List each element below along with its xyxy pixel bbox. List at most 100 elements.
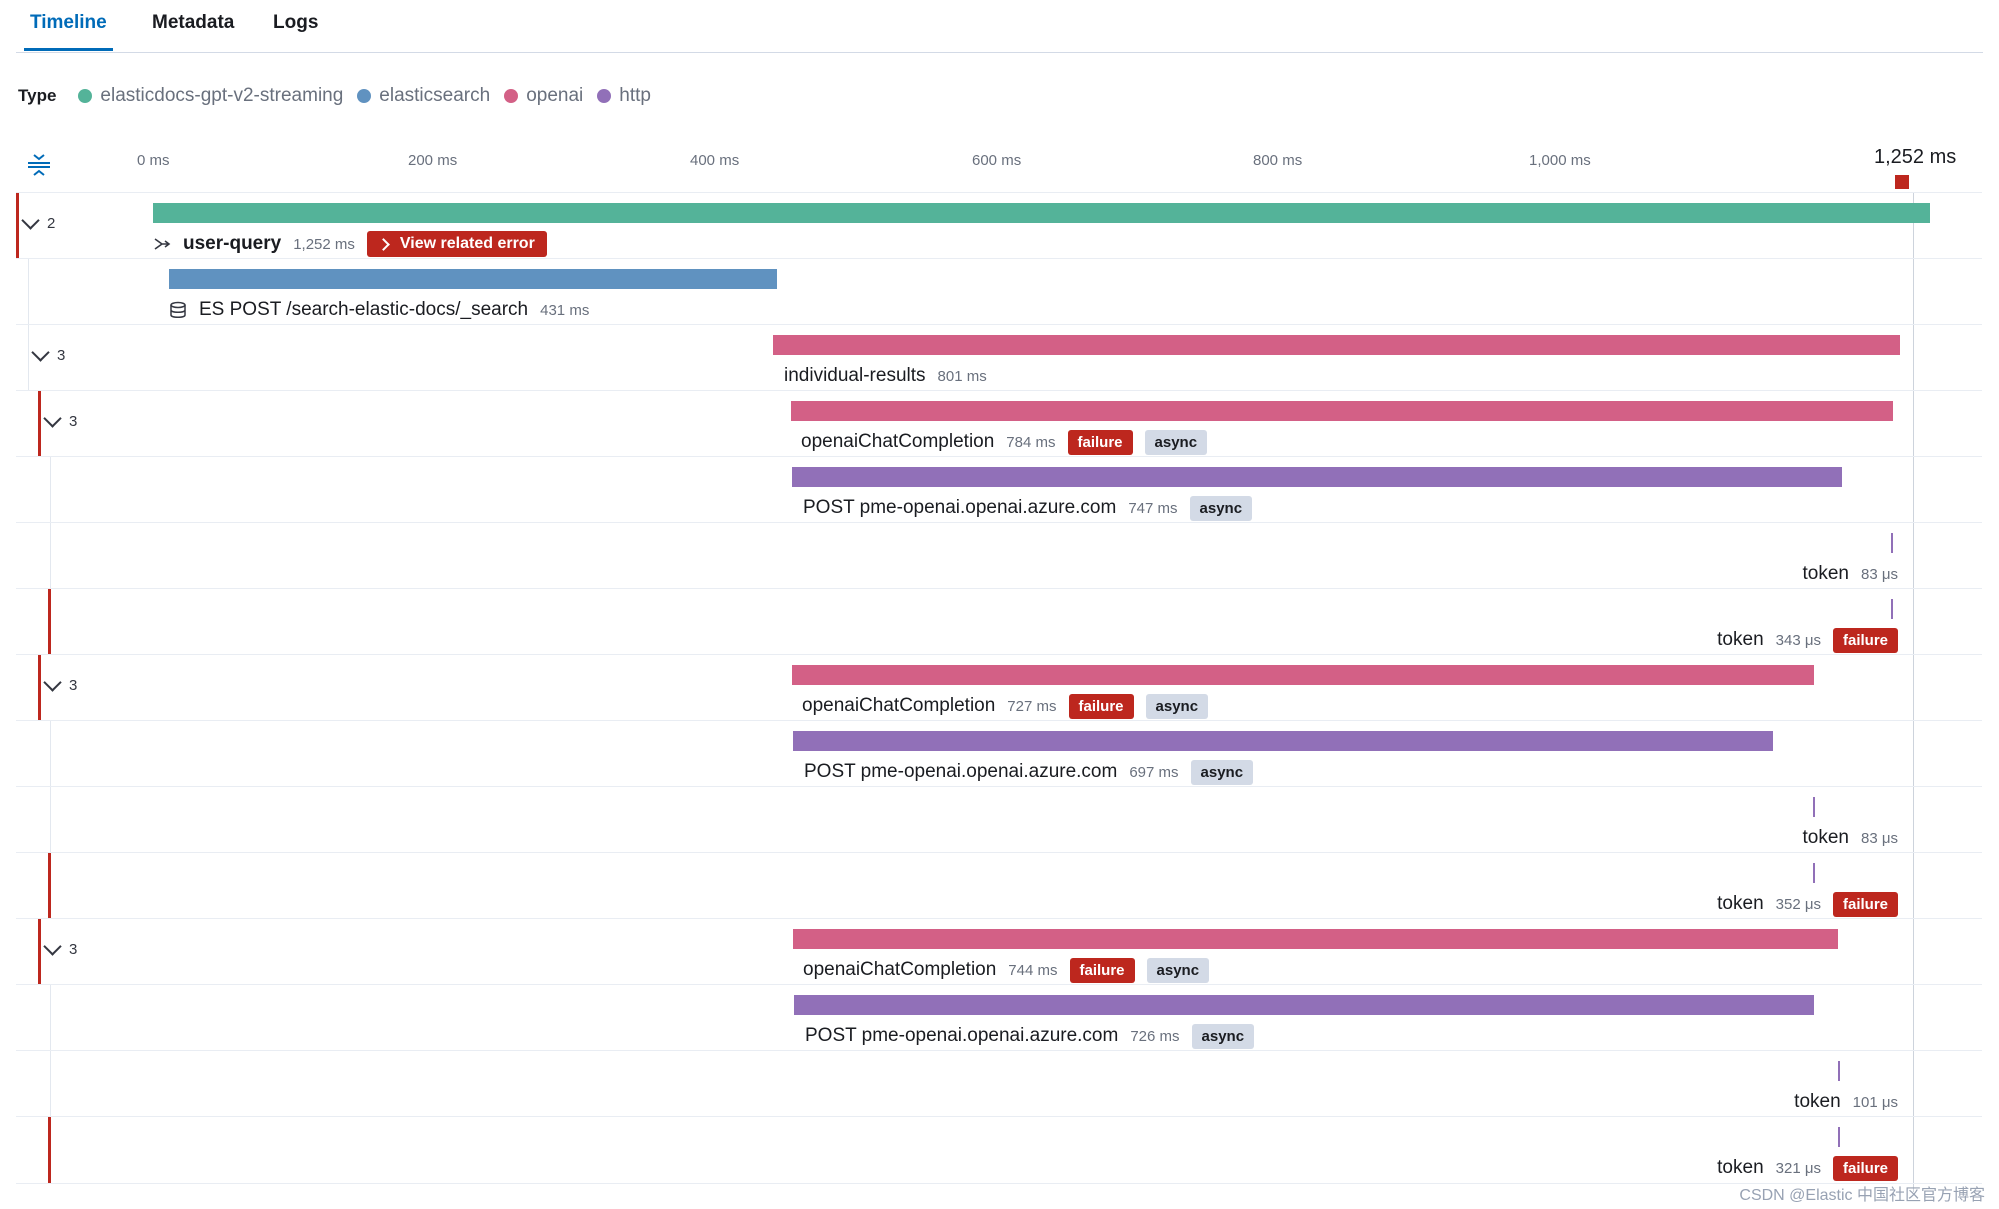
async-badge: async xyxy=(1144,429,1208,455)
waterfall-row[interactable]: POST pme-openai.openai.azure.com 726 ms … xyxy=(16,984,1982,1051)
collapse-all-icon[interactable] xyxy=(26,152,52,178)
legend-item-elasticdocs: elasticdocs-gpt-v2-streaming xyxy=(78,85,343,107)
tick-label: 600 ms xyxy=(972,152,1022,169)
waterfall-row[interactable]: token 83 μs xyxy=(16,786,1982,853)
tree-guide xyxy=(50,1051,51,1117)
merge-icon xyxy=(154,238,171,250)
tick-label: 400 ms xyxy=(690,152,740,169)
span-name[interactable]: POST pme-openai.openai.azure.com xyxy=(803,497,1117,518)
span-name[interactable]: token xyxy=(1802,563,1849,584)
waterfall-row[interactable]: 2 user-query 1,252 ms View related error xyxy=(16,192,1982,259)
span-name[interactable]: openaiChatCompletion xyxy=(801,431,995,452)
tick-label: 0 ms xyxy=(137,152,170,169)
legend-dot xyxy=(78,89,93,103)
span-label: individual-results 801 ms xyxy=(784,363,987,389)
child-count: 3 xyxy=(69,941,78,958)
error-edge xyxy=(38,391,41,457)
watermark: CSDN @Elastic 中国社区官方博客 xyxy=(1739,1187,1985,1204)
span-name[interactable]: ES POST /search-elastic-docs/_search xyxy=(199,299,529,320)
row-toggle[interactable]: 3 xyxy=(43,673,77,694)
span-duration: 747 ms xyxy=(1128,499,1178,517)
span-bar[interactable] xyxy=(794,995,1814,1015)
waterfall-row[interactable]: token 352 μs failure xyxy=(16,852,1982,919)
async-badge: async xyxy=(1190,759,1254,785)
span-label: token 83 μs xyxy=(1803,561,1898,587)
view-related-error-button[interactable]: View related error xyxy=(366,231,547,257)
end-time-label: 1,252 ms xyxy=(1874,146,1957,168)
tab-timeline[interactable]: Timeline xyxy=(24,12,113,51)
waterfall-row[interactable]: token 321 μs failure xyxy=(16,1116,1982,1184)
span-duration: 727 ms xyxy=(1007,697,1057,715)
span-duration: 83 μs xyxy=(1861,565,1898,583)
span-duration: 744 ms xyxy=(1008,961,1058,979)
view-related-error-label: View related error xyxy=(399,235,535,252)
legend-dot xyxy=(504,89,519,103)
tab-bar: Timeline Metadata Logs xyxy=(16,0,1983,53)
span-name[interactable]: token xyxy=(1717,1157,1764,1178)
span-name[interactable]: individual-results xyxy=(784,365,926,386)
waterfall-row[interactable]: 3 openaiChatCompletion 727 ms failure as… xyxy=(16,654,1982,721)
row-toggle[interactable]: 3 xyxy=(43,937,78,958)
span-bar[interactable] xyxy=(773,335,1900,355)
tree-guide xyxy=(50,457,51,523)
span-duration: 801 ms xyxy=(937,367,987,385)
legend-label: Type xyxy=(18,86,57,105)
waterfall-row[interactable]: token 101 μs xyxy=(16,1050,1982,1117)
failure-badge: failure xyxy=(1067,429,1133,455)
tick-label: 1,000 ms xyxy=(1529,152,1591,169)
span-bar[interactable] xyxy=(791,401,1893,421)
error-edge xyxy=(48,853,51,919)
span-duration: 352 μs xyxy=(1775,895,1821,913)
row-toggle[interactable]: 3 xyxy=(31,343,65,364)
span-bar[interactable] xyxy=(153,203,1930,223)
database-icon xyxy=(170,301,186,318)
error-edge xyxy=(16,193,19,259)
span-name[interactable]: POST pme-openai.openai.azure.com xyxy=(805,1025,1119,1046)
waterfall-row[interactable]: POST pme-openai.openai.azure.com 747 ms … xyxy=(16,456,1982,523)
span-duration: 697 ms xyxy=(1129,763,1179,781)
waterfall-row[interactable]: token 83 μs xyxy=(16,522,1982,589)
span-bar[interactable] xyxy=(792,467,1842,487)
row-toggle[interactable]: 3 xyxy=(43,409,77,430)
legend-item-label: elasticdocs-gpt-v2-streaming xyxy=(100,85,344,106)
waterfall-row[interactable]: 3 openaiChatCompletion 744 ms failure as… xyxy=(16,918,1982,985)
span-bar[interactable] xyxy=(1891,533,1893,553)
span-bar[interactable] xyxy=(1813,863,1815,883)
legend-item-label: elasticsearch xyxy=(379,85,491,106)
span-name[interactable]: user-query xyxy=(183,233,282,254)
async-badge: async xyxy=(1146,957,1210,983)
span-bar[interactable] xyxy=(793,929,1838,949)
waterfall-row[interactable]: token 343 μs failure xyxy=(16,588,1982,655)
error-edge xyxy=(38,919,41,985)
failure-badge: failure xyxy=(1832,891,1898,917)
span-bar[interactable] xyxy=(1813,797,1815,817)
span-bar[interactable] xyxy=(792,665,1814,685)
span-bar[interactable] xyxy=(793,731,1773,751)
span-name[interactable]: token xyxy=(1802,827,1849,848)
span-name[interactable]: POST pme-openai.openai.azure.com xyxy=(804,761,1118,782)
tree-guide xyxy=(50,721,51,787)
span-label: user-query 1,252 ms View related error xyxy=(153,231,547,257)
span-name[interactable]: token xyxy=(1794,1091,1841,1112)
chevron-right-icon xyxy=(377,237,390,251)
waterfall-row[interactable]: ES POST /search-elastic-docs/_search 431… xyxy=(16,258,1982,325)
span-bar[interactable] xyxy=(1838,1127,1840,1147)
type-legend: Type elasticdocs-gpt-v2-streaming elasti… xyxy=(18,84,665,108)
span-name[interactable]: openaiChatCompletion xyxy=(802,695,996,716)
span-name[interactable]: openaiChatCompletion xyxy=(803,959,997,980)
span-name[interactable]: token xyxy=(1717,893,1764,914)
span-name[interactable]: token xyxy=(1717,629,1764,650)
span-label: openaiChatCompletion 744 ms failure asyn… xyxy=(803,957,1210,983)
span-bar[interactable] xyxy=(169,269,777,289)
span-bar[interactable] xyxy=(1891,599,1893,619)
tab-metadata[interactable]: Metadata xyxy=(152,12,235,33)
row-toggle[interactable]: 2 xyxy=(21,211,55,232)
waterfall-row[interactable]: 3 individual-results 801 ms xyxy=(16,324,1982,391)
span-label: token 352 μs failure xyxy=(1717,891,1898,917)
tab-logs[interactable]: Logs xyxy=(273,12,319,33)
span-bar[interactable] xyxy=(1838,1061,1840,1081)
waterfall-row[interactable]: POST pme-openai.openai.azure.com 697 ms … xyxy=(16,720,1982,787)
waterfall-row[interactable]: 3 openaiChatCompletion 784 ms failure as… xyxy=(16,390,1982,457)
span-label: token 343 μs failure xyxy=(1717,627,1898,653)
legend-item-label: http xyxy=(619,85,651,106)
